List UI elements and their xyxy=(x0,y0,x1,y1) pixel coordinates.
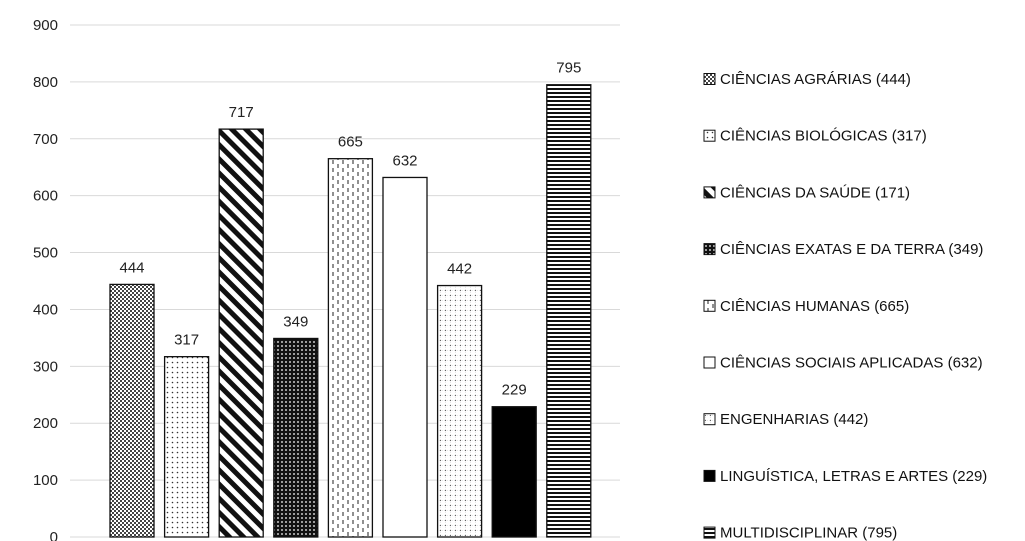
data-label: 442 xyxy=(447,261,472,278)
data-labels: 444 317 717 349 665 632 442 229 795 xyxy=(119,60,581,399)
legend-swatch xyxy=(703,186,716,199)
data-label: 444 xyxy=(119,259,144,276)
bar-4 xyxy=(273,337,319,538)
y-tick-label: 800 xyxy=(33,74,58,91)
legend-swatch xyxy=(703,73,716,85)
legend-swatch xyxy=(703,243,716,256)
legend-swatch xyxy=(703,526,716,539)
legend-label: CIÊNCIAS EXATAS E DA TERRA (349) xyxy=(720,241,983,258)
bar-6 xyxy=(382,176,428,538)
y-tick-label: 300 xyxy=(33,358,58,375)
y-tick-label: 0 xyxy=(50,529,58,541)
data-label: 717 xyxy=(229,104,254,121)
bar-7 xyxy=(436,284,483,538)
legend-label: CIÊNCIAS HUMANAS (665) xyxy=(720,298,909,315)
data-label: 665 xyxy=(338,134,363,151)
data-label: 632 xyxy=(392,152,417,169)
bar-5 xyxy=(327,158,374,538)
data-label: 317 xyxy=(174,332,199,349)
y-tick-label: 900 xyxy=(33,17,58,34)
data-label: 795 xyxy=(556,60,581,77)
y-axis-ticks: 0 100 200 300 400 500 600 700 800 900 xyxy=(33,17,58,541)
bar-9 xyxy=(546,84,592,538)
bar-3 xyxy=(218,128,264,538)
y-tick-label: 400 xyxy=(33,301,58,318)
legend-swatch xyxy=(703,356,716,369)
legend-swatch xyxy=(703,299,716,312)
legend-swatch xyxy=(703,413,716,426)
y-tick-label: 700 xyxy=(33,131,58,148)
bars xyxy=(109,84,592,538)
legend-label: CIÊNCIAS SOCIAIS APLICADAS (632) xyxy=(720,355,983,372)
legend-label: ENGENHARIAS (442) xyxy=(720,411,868,428)
bar-1 xyxy=(109,283,155,538)
bar-8 xyxy=(491,406,537,538)
y-tick-label: 500 xyxy=(33,245,58,262)
legend-label: CIÊNCIAS BIOLÓGICAS (317) xyxy=(720,128,927,145)
legend-swatch xyxy=(703,129,716,142)
legend-swatch xyxy=(703,469,716,482)
legend-label: CIÊNCIAS AGRÁRIAS (444) xyxy=(720,71,911,88)
legend: CIÊNCIAS AGRÁRIAS (444) CIÊNCIAS BIOLÓGIC… xyxy=(703,71,987,541)
legend-label: MULTIDISCIPLINAR (795) xyxy=(720,525,897,541)
legend-label: CIÊNCIAS DA SAÚDE (171) xyxy=(720,184,910,201)
y-tick-label: 100 xyxy=(33,472,58,489)
y-tick-label: 200 xyxy=(33,415,58,432)
y-tick-label: 600 xyxy=(33,188,58,205)
data-label: 349 xyxy=(283,313,308,330)
data-label: 229 xyxy=(502,382,527,399)
legend-label: LINGUÍSTICA, LETRAS E ARTES (229) xyxy=(720,468,987,485)
bar-2 xyxy=(163,356,210,538)
